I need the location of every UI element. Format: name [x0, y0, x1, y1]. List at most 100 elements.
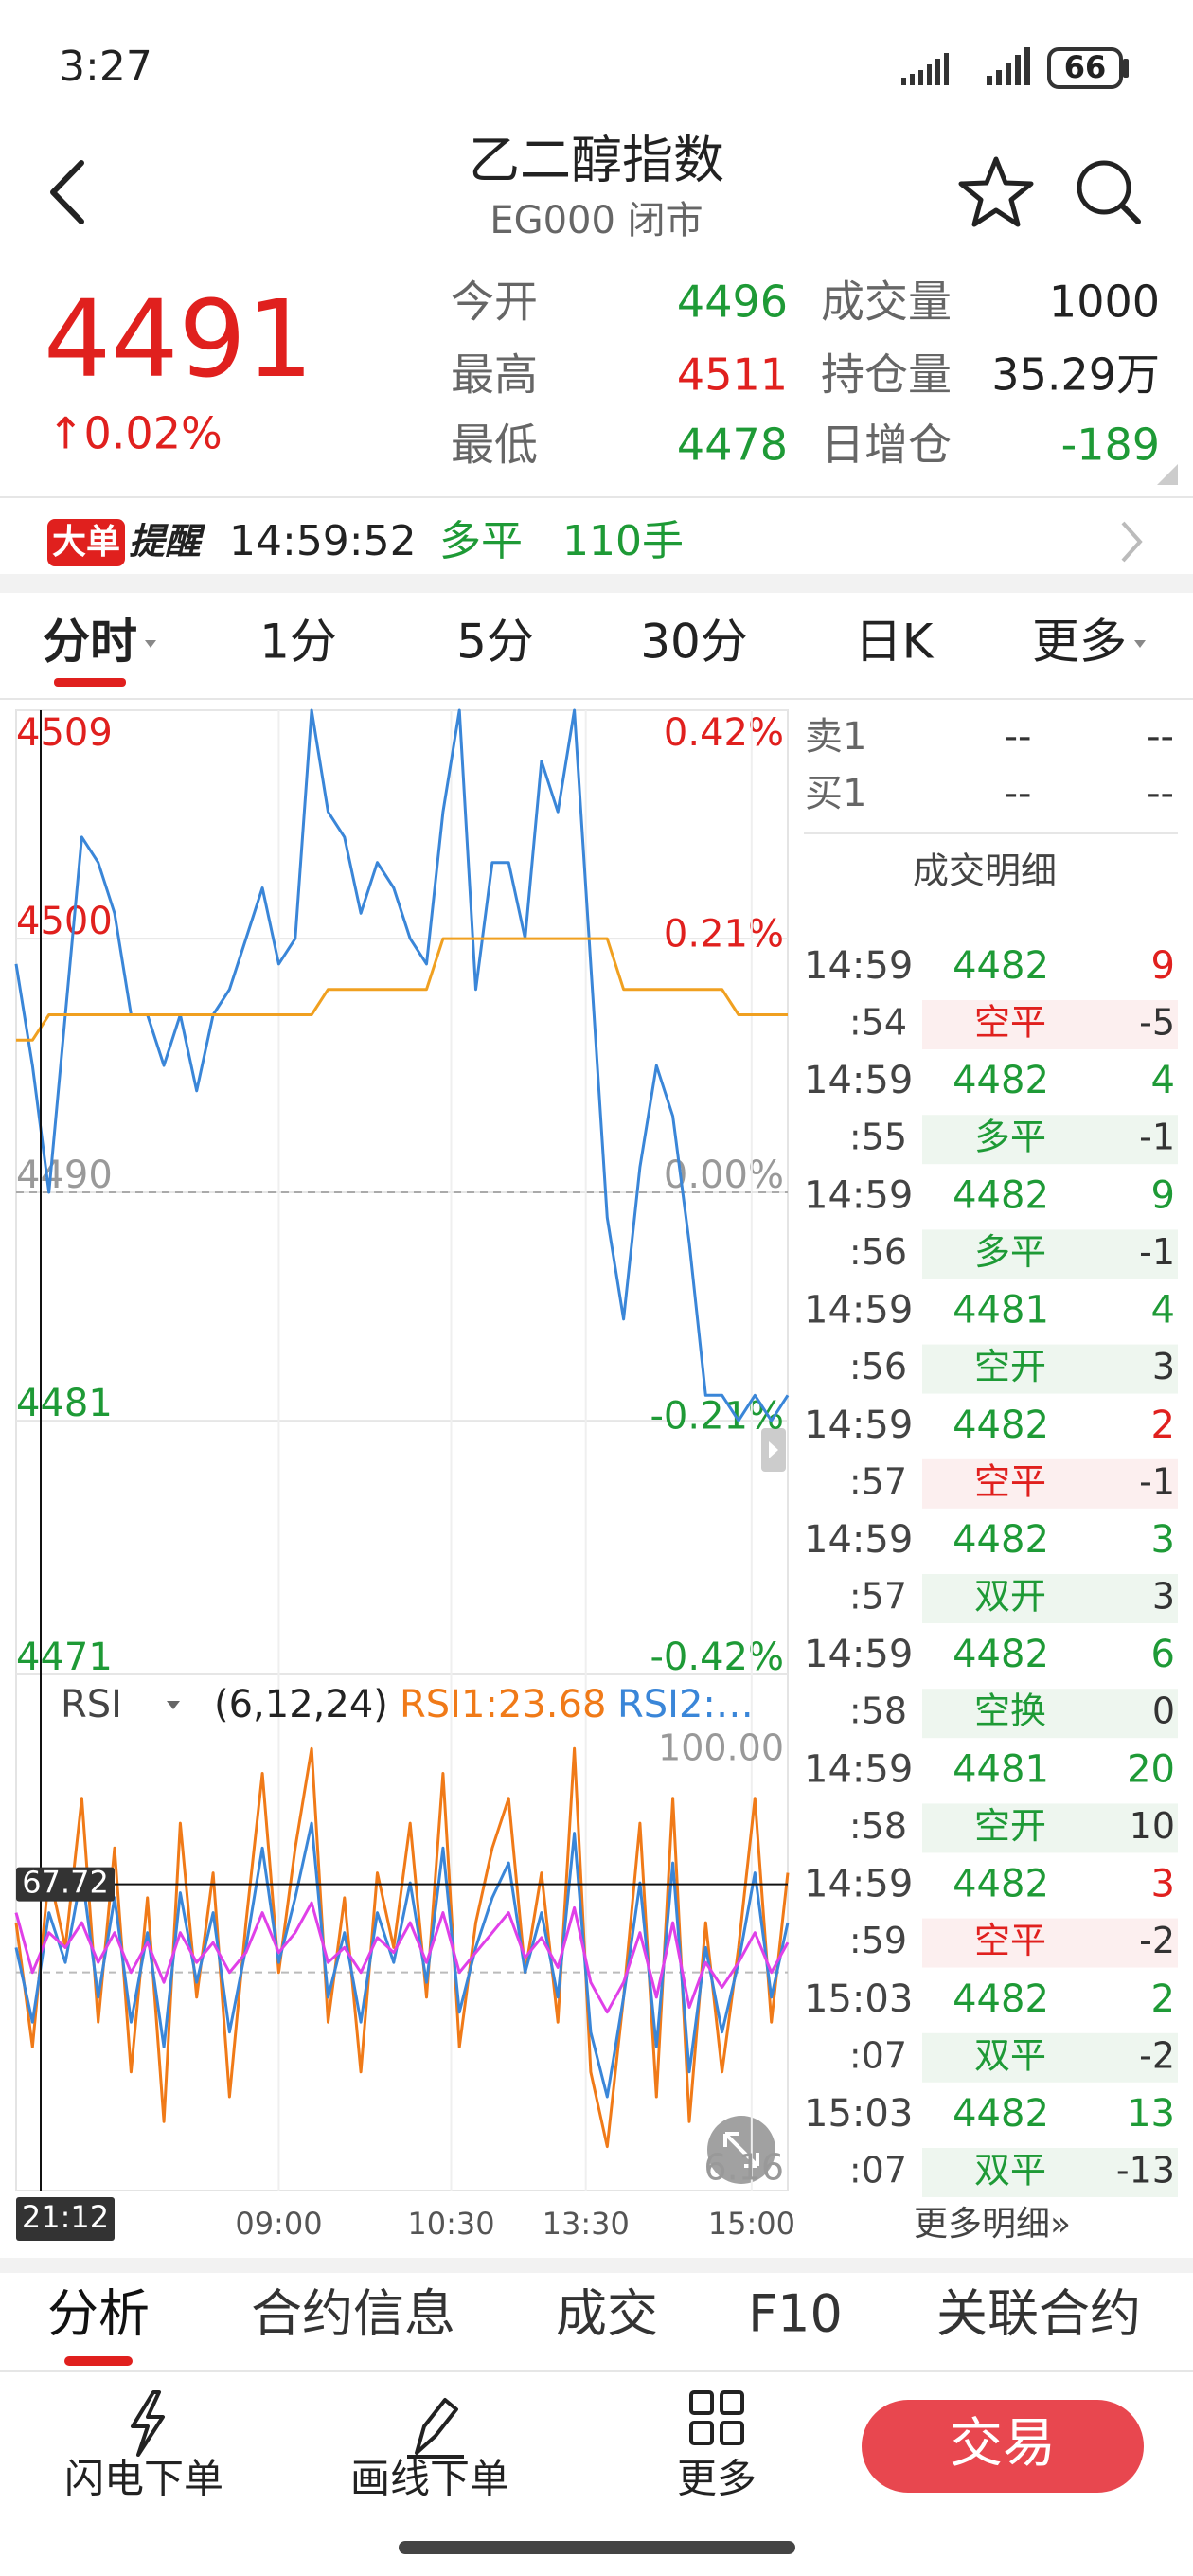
battery-tip [1123, 59, 1129, 78]
trade-time: 14:59 [804, 1747, 913, 1791]
y-tick-label: 4481 [16, 1382, 113, 1425]
trade-time: 14:59 [804, 1173, 913, 1217]
trade-sub-bg [922, 1229, 1178, 1279]
tab[interactable]: 日K [855, 615, 935, 670]
stat-label: 今开 [451, 277, 538, 328]
trade-price: 4482 [953, 1863, 1049, 1906]
trade-price: 4482 [953, 1633, 1049, 1676]
legend-entry: RSI2:… [617, 1683, 754, 1726]
trade-change: 0 [1152, 1690, 1175, 1732]
trade-sub-time: :57 [849, 1576, 907, 1618]
legend-entry: RSI1:23.68 [400, 1683, 606, 1726]
battery-level: 66 [1064, 49, 1107, 85]
stat-value: 1000 [1049, 277, 1160, 328]
trade-sub-time: :59 [849, 1920, 907, 1961]
signal-icons [901, 47, 1030, 85]
book-label: 买1 [805, 772, 866, 815]
stat-label: 日增仓 [821, 420, 952, 471]
trade-time: 15:03 [804, 2092, 913, 2136]
last-price: 4491 [44, 278, 313, 402]
stat-value: 4496 [677, 277, 788, 328]
trade-sub-bg [922, 1000, 1178, 1049]
back-button[interactable] [50, 160, 84, 224]
tab[interactable]: 分时 [43, 615, 137, 670]
trade-qty: 20 [1127, 1747, 1175, 1791]
trade-type: 空平 [974, 1002, 1046, 1044]
favorite-button[interactable] [958, 156, 1034, 227]
y2-tick-label: -0.42% [650, 1636, 784, 1679]
book-label: 卖1 [805, 715, 866, 759]
alert-side: 多平 [439, 517, 523, 565]
home-indicator [399, 2541, 795, 2554]
more-trades[interactable]: 更多明细» [914, 2205, 1071, 2244]
dropdown-arrow [145, 640, 156, 648]
alert-badge-text: 大单 [52, 523, 120, 562]
trade-price: 4482 [953, 1173, 1049, 1217]
indicator-params: (6,12,24) [214, 1683, 388, 1726]
trade-type: 空平 [974, 1920, 1046, 1961]
y-tick-label: 4471 [16, 1636, 113, 1679]
trade-price: 4482 [953, 1518, 1049, 1562]
bottom-tab[interactable]: 合约信息 [251, 2284, 455, 2344]
book-price: -- [1005, 772, 1032, 815]
stat-label: 最低 [451, 420, 538, 471]
y2-tick-label: -0.21% [650, 1395, 784, 1439]
trade-sub-bg [922, 1918, 1178, 1968]
status-time: 3:27 [59, 43, 152, 91]
trade-sub-time: :55 [849, 1117, 907, 1158]
trade-button[interactable] [862, 2400, 1144, 2493]
stat-label: 持仓量 [821, 349, 952, 401]
trade-sub-bg [922, 1115, 1178, 1165]
trade-price: 4482 [953, 1404, 1049, 1447]
trade-sub-bg [922, 2032, 1178, 2083]
bottom-tab[interactable]: F10 [748, 2284, 843, 2344]
y-tick-label: 4509 [16, 711, 113, 755]
toolbar-label[interactable]: 更多 [677, 2456, 757, 2502]
trade-price: 4481 [953, 1289, 1049, 1333]
cursor-y-tag [16, 1867, 115, 1902]
cursor-x-tag [16, 2197, 115, 2241]
trade-sub-time: :58 [849, 1690, 907, 1732]
trade-sub-bg [922, 1803, 1178, 1853]
toolbar-label[interactable]: 画线下单 [350, 2456, 509, 2502]
trade-time: 14:59 [804, 1059, 913, 1102]
trade-change: -2 [1139, 1920, 1175, 1961]
trade-type: 多平 [974, 1117, 1046, 1158]
trade-type: 空平 [974, 1460, 1046, 1502]
bottom-tab[interactable]: 关联合约 [936, 2284, 1141, 2344]
trade-change: -13 [1116, 2150, 1175, 2191]
x-tick-label: 15:00 [708, 2206, 795, 2242]
trade-sub-bg [922, 1574, 1178, 1623]
tab[interactable]: 30分 [640, 615, 748, 670]
alert-chevron[interactable] [1121, 521, 1143, 563]
tab[interactable]: 更多 [1032, 615, 1127, 670]
trade-qty: 2 [1151, 1977, 1175, 2021]
trade-time: 14:59 [804, 1404, 913, 1447]
x-tick-label: 09:00 [235, 2206, 322, 2242]
rsi-line [14, 1901, 790, 2014]
trade-change: 3 [1152, 1346, 1175, 1387]
alert-volume: 110手 [562, 517, 684, 565]
corner-mark [1157, 464, 1178, 485]
price-change: ↑0.02% [47, 408, 223, 459]
toolbar-label[interactable]: 闪电下单 [64, 2456, 223, 2502]
trade-qty: 9 [1151, 944, 1175, 988]
trade-change: 10 [1130, 1805, 1175, 1847]
draw-icon [407, 2398, 464, 2459]
more-icon [689, 2390, 744, 2445]
trade-type: 双开 [974, 1576, 1046, 1618]
tab[interactable]: 1分 [259, 615, 337, 670]
trade-button-label[interactable]: 交易 [950, 2413, 1056, 2475]
trade-time: 14:59 [804, 944, 913, 988]
search-button[interactable] [1077, 160, 1141, 224]
trade-type: 双平 [974, 2034, 1046, 2076]
indicator-name[interactable]: RSI [61, 1683, 122, 1726]
bottom-tab[interactable]: 分析 [47, 2284, 150, 2344]
tab[interactable]: 5分 [456, 615, 534, 670]
cursor-x-label: 21:12 [22, 2199, 109, 2235]
trade-sub-time: :07 [849, 2034, 907, 2076]
band [0, 574, 1193, 593]
cursor-y-label: 67.72 [22, 1865, 109, 1901]
bottom-tab[interactable]: 成交 [556, 2284, 658, 2344]
